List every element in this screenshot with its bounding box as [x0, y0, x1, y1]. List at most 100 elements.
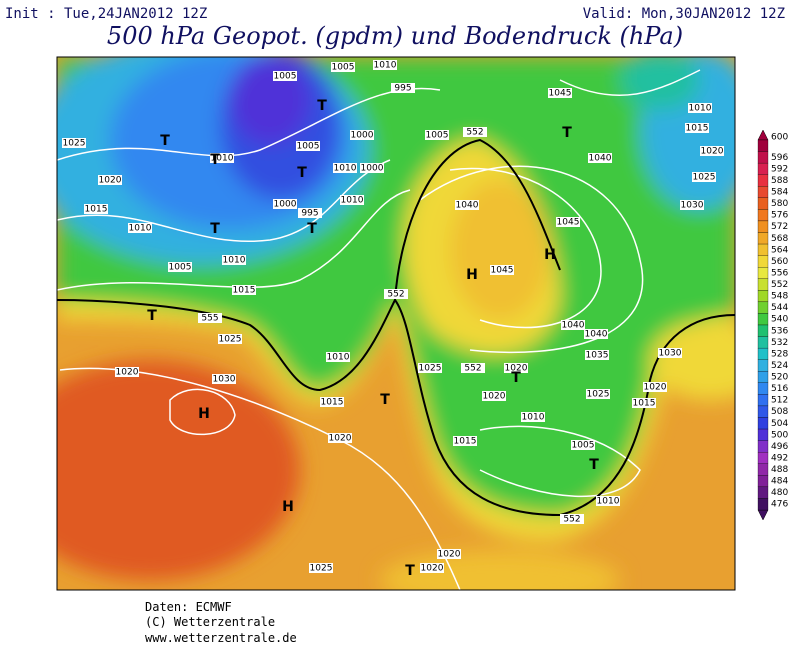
isobar-label: 1015: [454, 437, 477, 447]
colorbar-label: 592: [771, 164, 788, 174]
isobar-label: 1005: [297, 142, 320, 152]
pressure-center: T: [589, 457, 599, 473]
colorbar-box: [757, 162, 769, 175]
isobar-label: 1005: [426, 131, 449, 141]
isobar-label: 1010: [689, 104, 712, 114]
isobar-label-bg: [331, 62, 355, 72]
colorbar-box: [757, 417, 769, 430]
colorbar-box: [757, 336, 769, 349]
isobar-label: 552: [464, 364, 481, 374]
pressure-center: T: [380, 392, 390, 408]
colorbar-box: [757, 440, 769, 453]
isobar-label: 1020: [701, 147, 724, 157]
isobar-label: 1045: [491, 266, 514, 276]
isobar-label-bg: [556, 217, 580, 227]
colorbar-box: [757, 405, 769, 418]
isobar-label-bg: [98, 175, 122, 185]
colorbar-label: 504: [771, 419, 788, 429]
isobar-label-bg: [328, 433, 352, 443]
colorbar-box: [757, 498, 769, 511]
isobar-label-bg: [548, 88, 572, 98]
colorbar-label: 528: [771, 349, 788, 359]
colorbar-box: [757, 151, 769, 164]
isobar-label: 1020: [116, 368, 139, 378]
isobar-label: 1025: [63, 139, 86, 149]
colorbar-box: [757, 209, 769, 222]
map-field: [57, 57, 735, 590]
colorbar-label: 564: [771, 245, 788, 255]
colorbar-label: 544: [771, 303, 788, 313]
isobar-label-bg: [685, 123, 709, 133]
isobar-label: 1005: [274, 72, 297, 82]
pressure-center: T: [562, 125, 572, 141]
colorbar-box: [757, 463, 769, 476]
isobar-label: 1015: [233, 286, 256, 296]
colorbar-box: [757, 290, 769, 303]
colorbar-box: [757, 394, 769, 407]
colorbar-label: 516: [771, 384, 788, 394]
colorbar-box: [757, 313, 769, 326]
footer-line: (C) Wetterzentrale: [145, 615, 275, 629]
isobar-label: 1015: [85, 205, 108, 215]
colorbar-label: 512: [771, 396, 788, 406]
isobar-label-bg: [210, 153, 234, 163]
isobar-label: 1020: [421, 564, 444, 574]
isobar-label-bg: [298, 208, 322, 218]
isobar-label: 1020: [644, 383, 667, 393]
isobar-label-bg: [309, 563, 333, 573]
isobar-label-bg: [296, 141, 320, 151]
isobar-label: 1010: [374, 61, 397, 71]
isobar-label-bg: [232, 285, 256, 295]
isobar-label-bg: [560, 514, 584, 524]
isobar-label: 1040: [589, 154, 612, 164]
pressure-center: T: [210, 152, 220, 168]
colorbar-label: 532: [771, 338, 788, 348]
isobar-label-bg: [84, 204, 108, 214]
isobar-label-bg: [273, 71, 297, 81]
pressure-center: H: [198, 406, 210, 422]
colorbar-label: 536: [771, 326, 788, 336]
colorbar-label: 488: [771, 465, 788, 475]
isobars: [57, 69, 701, 590]
colorbar-label: 524: [771, 361, 788, 371]
colorbar-label: 596: [771, 153, 788, 163]
isobar-label: 1020: [438, 550, 461, 560]
colorbar-label: 508: [771, 407, 788, 417]
colorbar-box: [757, 301, 769, 314]
isobar-label: 1020: [329, 434, 352, 444]
colorbar-label: 500: [771, 430, 788, 440]
isobar-label: 555: [201, 314, 218, 324]
isobar-label: 1040: [456, 201, 479, 211]
colorbar-label: 480: [771, 488, 788, 498]
isobar-label-bg: [482, 391, 506, 401]
isobar-label-bg: [461, 363, 485, 373]
isobar-label: 1030: [681, 201, 704, 211]
isobar-label-bg: [425, 130, 449, 140]
isobar-label-bg: [168, 262, 192, 272]
isobar-label: 552: [563, 515, 580, 525]
pressure-center: T: [210, 221, 220, 237]
isobar-label: 1010: [223, 256, 246, 266]
isobar-label-bg: [521, 412, 545, 422]
colorbar-box: [757, 428, 769, 441]
pressure-center: T: [511, 370, 521, 386]
isobar-label: 1010: [129, 224, 152, 234]
isobar-label-bg: [437, 549, 461, 559]
pressure-center: T: [297, 165, 307, 181]
isobar-label-bg: [420, 563, 444, 573]
isobar-label: 1015: [686, 124, 709, 134]
isobar-label-bg: [561, 320, 585, 330]
isobar-label-bg: [680, 200, 704, 210]
isobar-label-bg: [463, 127, 487, 137]
colorbar-label: 568: [771, 234, 788, 244]
colorbar-label: 600: [771, 133, 788, 143]
isobar-label: 1030: [659, 349, 682, 359]
isobar-label: 1000: [361, 164, 384, 174]
colorbar-label: 492: [771, 453, 788, 463]
colorbar-arrow: [757, 509, 769, 521]
colorbar-label: 556: [771, 268, 788, 278]
isobar-label-bg: [586, 389, 610, 399]
colorbar-label: 572: [771, 222, 788, 232]
